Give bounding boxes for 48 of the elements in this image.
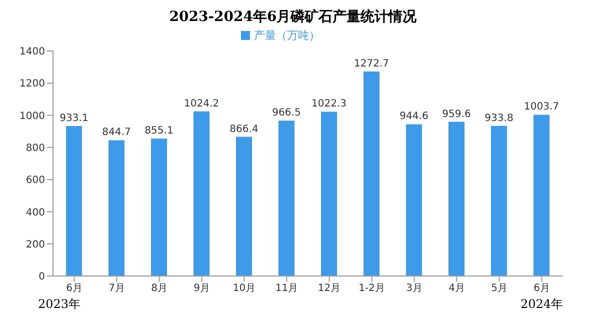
x-tick-label: 6月 <box>66 283 82 294</box>
data-label: 966.5 <box>272 108 301 119</box>
x-tick-label: 8月 <box>151 283 168 294</box>
bar <box>364 71 380 276</box>
x-tick-label: 11月 <box>275 283 298 294</box>
data-label: 855.1 <box>144 126 174 137</box>
x-tick-label: 1-2月 <box>358 283 385 294</box>
chart-title: 2023-2024年6月磷矿石产量统计情况 <box>168 8 418 27</box>
bar <box>491 126 507 276</box>
bar <box>108 140 124 276</box>
bar <box>66 126 82 276</box>
data-label: 1272.7 <box>354 58 389 70</box>
x-tick-label: 7月 <box>108 283 125 294</box>
y-tick-label: 200 <box>26 239 45 250</box>
x-tick-label: 12月 <box>318 283 341 294</box>
data-label: 1003.7 <box>524 102 559 113</box>
x-tick-label: 3月 <box>406 283 422 294</box>
data-label: 1024.2 <box>184 98 219 110</box>
y-tick-label: 1400 <box>20 46 45 58</box>
text: 2023年 <box>38 296 81 313</box>
y-tick-label: 1200 <box>20 78 45 90</box>
legend-label: 产量（万吨） <box>254 29 320 42</box>
bar <box>236 136 252 276</box>
data-label: 1022.3 <box>312 98 346 110</box>
bar <box>534 114 550 276</box>
data-label: 944.6 <box>400 111 428 122</box>
text: 2024年 <box>520 296 563 313</box>
data-label: 959.6 <box>442 108 471 120</box>
data-label: 933.8 <box>484 112 514 124</box>
data-label: 844.7 <box>102 127 131 138</box>
y-tick-label: 600 <box>26 175 45 186</box>
x-tick-label: 5月 <box>491 283 508 294</box>
x-tick-label: 10月 <box>232 283 256 294</box>
bar <box>194 111 210 276</box>
bar <box>448 122 464 276</box>
bar <box>321 112 337 276</box>
x-tick-label: 6月 <box>534 283 550 294</box>
y-tick-label: 400 <box>26 207 45 218</box>
y-tick-label: 1000 <box>20 110 45 122</box>
bar <box>278 120 294 276</box>
data-label: 933.1 <box>60 113 88 124</box>
x-tick-label: 4月 <box>448 283 465 294</box>
x-tick-label: 9月 <box>194 283 210 294</box>
data-label: 866.4 <box>230 124 258 135</box>
y-tick-label: 0 <box>38 272 45 283</box>
bar <box>406 124 422 276</box>
bar <box>151 138 167 276</box>
y-tick-label: 800 <box>26 142 45 154</box>
